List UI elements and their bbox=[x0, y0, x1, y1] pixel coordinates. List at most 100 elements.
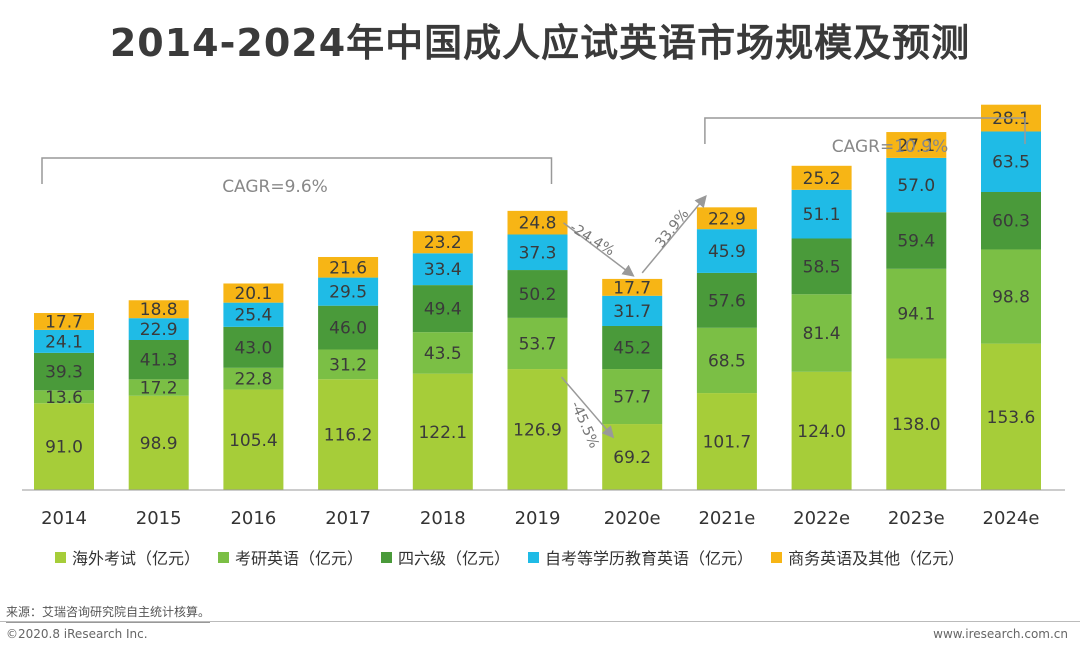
data-label: 20.1 bbox=[234, 284, 272, 304]
bar-segment bbox=[886, 268, 947, 359]
legend-swatch bbox=[218, 551, 230, 563]
bar-segment bbox=[696, 327, 757, 394]
cagr-label: CAGR=10.9% bbox=[832, 137, 948, 157]
legend-item: 商务英语及其他（亿元） bbox=[771, 545, 964, 569]
bar-segment bbox=[412, 373, 473, 490]
bar-segment bbox=[791, 189, 852, 239]
bar-segment bbox=[602, 278, 663, 296]
stacked-bar-chart: 91.013.639.324.117.7201498.917.241.322.9… bbox=[22, 104, 1065, 529]
data-label: 28.1 bbox=[992, 109, 1030, 129]
data-label: 105.4 bbox=[229, 431, 278, 451]
data-label: 17.2 bbox=[140, 379, 178, 399]
x-tick-label: 2021e bbox=[698, 508, 755, 529]
data-label: 138.0 bbox=[892, 415, 941, 435]
bar-segment bbox=[507, 270, 568, 318]
bar-segment bbox=[696, 393, 757, 490]
x-tick-label: 2022e bbox=[793, 508, 850, 529]
legend-swatch bbox=[381, 551, 393, 563]
legend-swatch bbox=[528, 551, 540, 563]
data-label: 43.0 bbox=[234, 338, 272, 358]
bar-segment bbox=[886, 157, 947, 213]
source-note: 来源：艾瑞咨询研究院自主统计核算。 bbox=[6, 603, 211, 623]
change-arrow bbox=[560, 376, 615, 439]
bar-segment bbox=[412, 332, 473, 374]
data-label: 21.6 bbox=[329, 258, 367, 278]
bar-segment bbox=[128, 379, 189, 396]
legend-item: 海外考试（亿元） bbox=[55, 545, 200, 569]
data-label: 57.7 bbox=[613, 388, 651, 408]
data-label: 57.0 bbox=[897, 176, 935, 196]
bar-segment bbox=[412, 253, 473, 286]
data-label: 13.6 bbox=[45, 388, 83, 408]
data-label: 46.0 bbox=[329, 319, 367, 339]
bar-segment bbox=[412, 285, 473, 333]
change-arrow bbox=[563, 222, 635, 277]
x-tick-label: 2019 bbox=[515, 508, 561, 529]
data-label: 68.5 bbox=[708, 351, 746, 371]
data-label: 116.2 bbox=[324, 426, 373, 446]
data-label: 31.2 bbox=[329, 355, 367, 375]
data-label: 17.7 bbox=[45, 312, 83, 332]
data-label: 58.5 bbox=[803, 257, 841, 277]
data-label: 63.5 bbox=[992, 153, 1030, 173]
x-tick-label: 2023e bbox=[888, 508, 945, 529]
x-tick-label: 2018 bbox=[420, 508, 466, 529]
bar-segment bbox=[981, 191, 1041, 250]
bar-segment bbox=[318, 379, 379, 490]
data-label: 53.7 bbox=[519, 334, 557, 354]
data-label: 50.2 bbox=[519, 285, 557, 305]
data-label: 101.7 bbox=[703, 433, 752, 453]
cagr-bracket bbox=[704, 117, 1026, 144]
x-tick-label: 2014 bbox=[41, 508, 87, 529]
bar-segment bbox=[602, 325, 663, 370]
bar-segment bbox=[34, 352, 94, 391]
data-label: 45.9 bbox=[708, 242, 746, 262]
data-label: 94.1 bbox=[897, 305, 935, 325]
x-tick-label: 2024e bbox=[983, 508, 1040, 529]
data-label: 41.3 bbox=[140, 351, 178, 371]
data-label: 124.0 bbox=[797, 422, 846, 442]
legend-item: 考研英语（亿元） bbox=[218, 545, 363, 569]
data-label: 60.3 bbox=[992, 212, 1030, 232]
bar-segment bbox=[791, 294, 852, 372]
bar-segment bbox=[223, 283, 284, 303]
data-label: 39.3 bbox=[45, 363, 83, 383]
data-label: 18.8 bbox=[140, 300, 178, 320]
bar-segment bbox=[507, 317, 568, 370]
data-label: 59.4 bbox=[897, 232, 935, 252]
data-label: 33.4 bbox=[424, 260, 462, 280]
bar-segment bbox=[507, 210, 568, 235]
legend-swatch bbox=[771, 551, 783, 563]
x-tick-label: 2020e bbox=[604, 508, 661, 529]
bar-segment bbox=[886, 358, 947, 490]
data-label: 81.4 bbox=[803, 324, 841, 344]
data-label: 49.4 bbox=[424, 300, 462, 320]
data-label: 45.2 bbox=[613, 339, 651, 359]
bar-segment bbox=[791, 371, 852, 490]
legend-item: 自考等学历教育英语（亿元） bbox=[528, 545, 753, 569]
copyright: ©2020.8 iResearch Inc. bbox=[6, 627, 148, 641]
bar-segment bbox=[34, 390, 94, 404]
data-label: 31.7 bbox=[613, 302, 651, 322]
change-label: 33.9% bbox=[652, 206, 692, 251]
bar-segment bbox=[886, 212, 947, 269]
data-label: 17.7 bbox=[613, 278, 651, 298]
bar-segment bbox=[128, 339, 189, 380]
data-label: 25.2 bbox=[803, 169, 841, 189]
bar-segment bbox=[981, 131, 1041, 192]
cagr-bracket bbox=[41, 157, 553, 184]
bar-segment bbox=[696, 229, 757, 273]
bar-segment bbox=[318, 349, 379, 380]
bar-segment bbox=[791, 238, 852, 295]
bar-segment bbox=[34, 329, 94, 353]
bar-segment bbox=[791, 165, 852, 190]
change-arrow bbox=[641, 195, 707, 274]
bar-segment bbox=[412, 231, 473, 254]
bar-segment bbox=[981, 249, 1041, 344]
bar-segment bbox=[128, 318, 189, 340]
bar-segment bbox=[507, 369, 568, 490]
data-label: 69.2 bbox=[613, 448, 651, 468]
bar-segment bbox=[128, 395, 189, 490]
data-label: 153.6 bbox=[987, 408, 1036, 428]
legend-swatch bbox=[55, 551, 66, 563]
